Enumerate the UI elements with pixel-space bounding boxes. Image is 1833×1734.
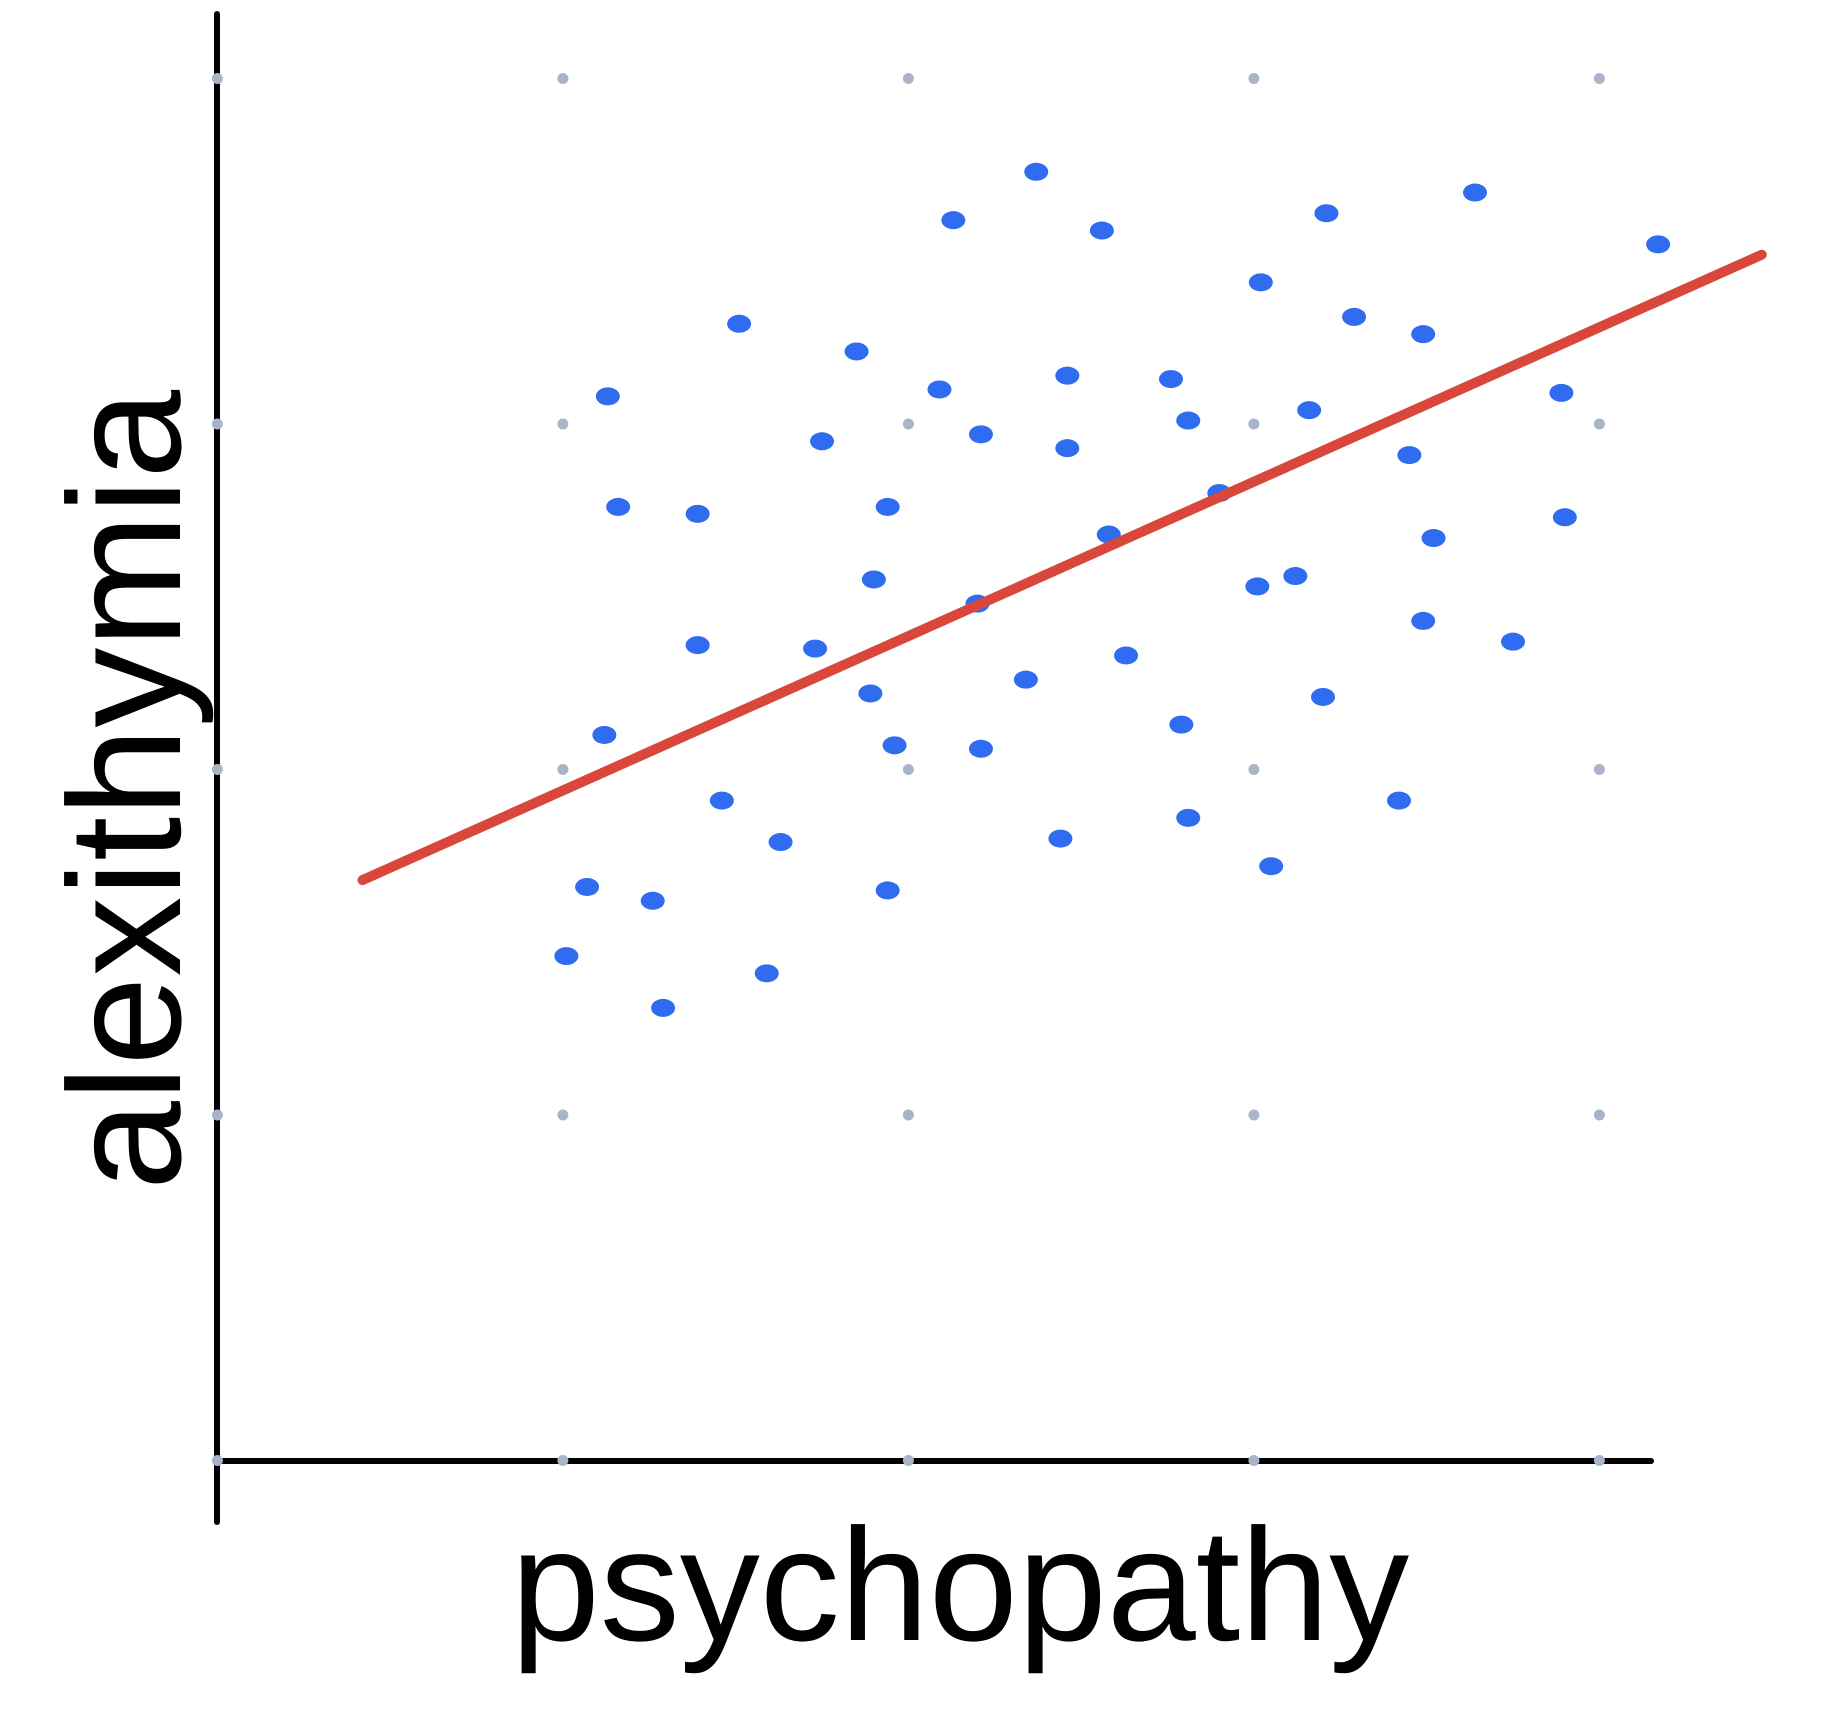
grid-dot	[557, 1109, 569, 1121]
scatter-point	[1055, 366, 1080, 385]
scatter-point	[1114, 646, 1139, 665]
grid-dot	[1248, 1109, 1260, 1121]
scatter-point	[685, 504, 710, 523]
grid-dot	[557, 1455, 569, 1466]
scatter-point	[754, 964, 779, 983]
scatter-point	[1342, 307, 1367, 326]
grid-dot	[1593, 1455, 1605, 1466]
grid-dot	[211, 1109, 223, 1121]
scatter-point	[1158, 370, 1183, 389]
grid-dot	[557, 764, 569, 775]
scatter-point	[1169, 715, 1194, 734]
scatter-point	[941, 211, 966, 230]
scatter-point	[1048, 829, 1073, 848]
scatter-point	[709, 791, 734, 810]
grid-dot	[1593, 1109, 1605, 1121]
scatter-point	[968, 425, 993, 444]
scatter-point	[1089, 221, 1114, 240]
scatter-point	[1549, 383, 1574, 402]
scatter-point	[1501, 632, 1526, 651]
grid-dot	[557, 73, 569, 84]
scatter-point	[810, 432, 835, 451]
scatter-point	[1245, 577, 1270, 596]
scatter-point	[1387, 791, 1412, 810]
scatter-point	[685, 636, 710, 655]
trend-line	[357, 249, 1767, 886]
scatter-point	[1646, 235, 1671, 254]
scatter-point	[844, 342, 869, 361]
scatter-point	[1013, 670, 1038, 689]
grid-dot	[902, 1109, 914, 1121]
grid-dot	[211, 1455, 223, 1466]
scatter-point	[1314, 204, 1339, 223]
grid-dot	[1248, 764, 1260, 775]
scatter-point	[606, 497, 631, 516]
scatter-point	[575, 877, 600, 896]
scatter-point	[1552, 508, 1577, 527]
scatter-point	[1283, 567, 1308, 586]
grid-dot	[902, 1455, 914, 1466]
scatter-point	[875, 881, 900, 900]
scatter-point	[882, 736, 907, 755]
grid-dot	[1593, 73, 1605, 84]
grid-dot	[1248, 73, 1260, 84]
grid-dot	[1593, 418, 1605, 430]
grid-dot	[902, 418, 914, 430]
scatter-point	[592, 725, 617, 744]
scatter-point	[861, 570, 886, 589]
scatter-point	[1176, 411, 1201, 430]
scatter-point	[875, 497, 900, 516]
grid-dot	[1593, 764, 1605, 775]
scatter-point	[1297, 401, 1322, 420]
scatter-point	[651, 998, 676, 1017]
scatter-point	[1024, 162, 1049, 181]
scatter-point	[1463, 183, 1488, 202]
y-axis-label: alexithymia	[35, 390, 214, 1190]
x-axis-label: psychopathy	[511, 1495, 1409, 1674]
scatter-point	[727, 314, 752, 333]
scatter-point	[1176, 808, 1201, 827]
scatter-point	[1411, 325, 1436, 344]
scatter-point	[927, 380, 952, 399]
scatter-point	[1055, 439, 1080, 458]
scatter-point	[1397, 446, 1422, 465]
scatter-point	[1421, 529, 1446, 548]
grid-dot	[211, 73, 223, 84]
scatter-point	[1248, 273, 1273, 292]
grid-dot	[1248, 418, 1260, 430]
grid-dot	[211, 764, 223, 775]
scatter-point	[1311, 687, 1335, 706]
scatter-point	[554, 947, 579, 966]
scatter-point	[858, 684, 883, 703]
scatter-point	[595, 387, 620, 406]
grid-dot	[1248, 1455, 1260, 1466]
scatter-point	[768, 833, 793, 852]
grid-dot	[902, 73, 914, 84]
grid-dot	[211, 418, 223, 430]
grid-dot	[902, 764, 914, 775]
scatter-point	[640, 891, 665, 910]
scatter-point	[968, 739, 993, 758]
scatter-point	[1411, 611, 1436, 630]
grid-dot	[557, 418, 569, 430]
scatter-point	[1259, 857, 1284, 876]
scatter-point	[803, 639, 828, 658]
